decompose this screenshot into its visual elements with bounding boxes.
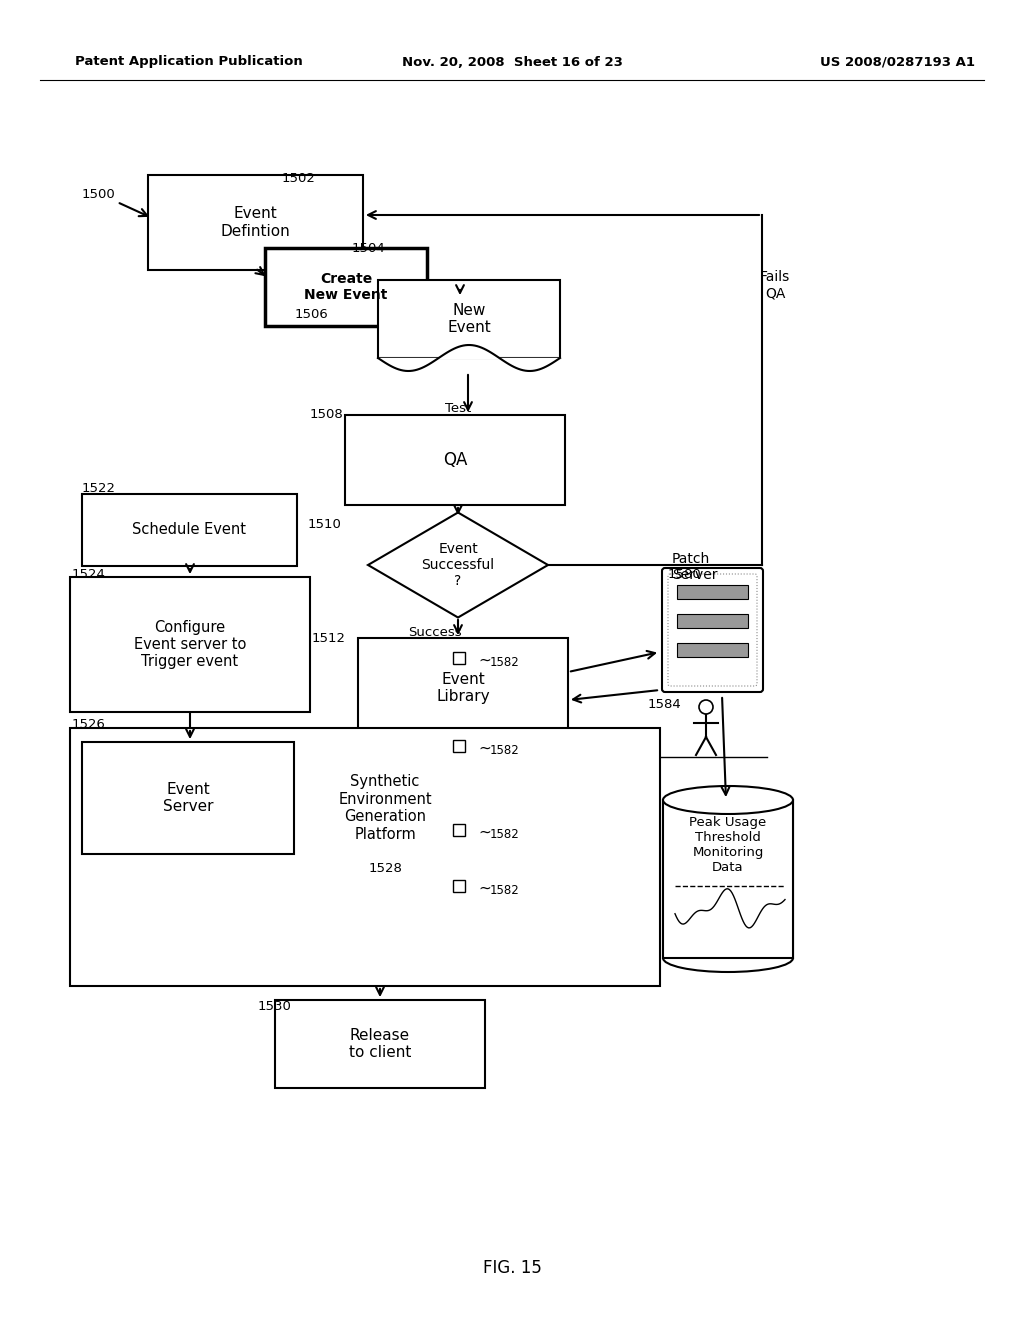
Bar [82,742,294,854]
Text: Event
Defintion: Event Defintion [220,206,291,239]
Text: Event
Library: Event Library [436,672,489,704]
Circle shape [699,700,713,714]
Text: ~: ~ [478,652,490,668]
Text: Event
Server: Event Server [163,781,213,814]
Text: Fails
QA: Fails QA [760,269,791,300]
Text: 1582: 1582 [490,828,520,841]
Text: Release
to client: Release to client [349,1028,412,1060]
Bar [663,800,793,958]
Text: ~: ~ [478,741,490,755]
Text: 1526: 1526 [72,718,105,731]
Bar [70,577,310,711]
Text: Nov. 20, 2008  Sheet 16 of 23: Nov. 20, 2008 Sheet 16 of 23 [401,55,623,69]
Text: 1512: 1512 [312,632,346,645]
Bar [677,585,748,599]
Bar [453,652,465,664]
Bar [378,280,560,358]
Polygon shape [368,512,548,618]
Text: 1506: 1506 [295,308,329,321]
Text: 1504: 1504 [352,242,386,255]
Bar [265,248,427,326]
Bar [453,741,465,752]
Text: 1524: 1524 [72,568,105,581]
Text: 1580: 1580 [668,568,701,581]
Text: Patent Application Publication: Patent Application Publication [75,55,303,69]
Bar [358,638,568,738]
Bar [148,176,362,271]
Text: 1508: 1508 [310,408,344,421]
Ellipse shape [663,785,793,814]
Bar [453,824,465,836]
Text: Test: Test [444,401,471,414]
Text: Success: Success [408,627,462,639]
FancyBboxPatch shape [662,568,763,692]
Text: Create
New Event: Create New Event [304,272,388,302]
Bar [677,643,748,657]
Text: Configure
Event server to
Trigger event: Configure Event server to Trigger event [134,619,246,669]
Bar [453,880,465,892]
Text: 1528: 1528 [368,862,402,874]
Text: 1582: 1582 [490,743,520,756]
Text: Patch
Server: Patch Server [672,552,718,582]
Text: FIG. 15: FIG. 15 [482,1259,542,1276]
Text: Schedule Event: Schedule Event [132,523,247,537]
Text: 1502: 1502 [282,172,315,185]
Text: Synthetic
Environment
Generation
Platform: Synthetic Environment Generation Platfor… [338,775,432,842]
Bar [275,1001,485,1088]
Bar [345,414,565,506]
Text: QA: QA [442,451,467,469]
Text: ~: ~ [478,825,490,840]
Text: 1510: 1510 [308,517,342,531]
Text: Peak Usage
Threshold
Monitoring
Data: Peak Usage Threshold Monitoring Data [689,816,767,874]
Text: 1582: 1582 [490,883,520,896]
Text: 1522: 1522 [82,482,116,495]
Text: ~: ~ [478,880,490,895]
Text: 1500: 1500 [82,187,116,201]
Text: 1584: 1584 [648,698,682,711]
Text: US 2008/0287193 A1: US 2008/0287193 A1 [820,55,975,69]
Text: Event
Successful
?: Event Successful ? [422,541,495,589]
Text: 1530: 1530 [258,1001,292,1012]
Text: New
Event: New Event [447,302,490,335]
Bar [70,729,660,986]
Bar [82,494,297,566]
Bar [677,614,748,628]
Text: 1582: 1582 [490,656,520,668]
